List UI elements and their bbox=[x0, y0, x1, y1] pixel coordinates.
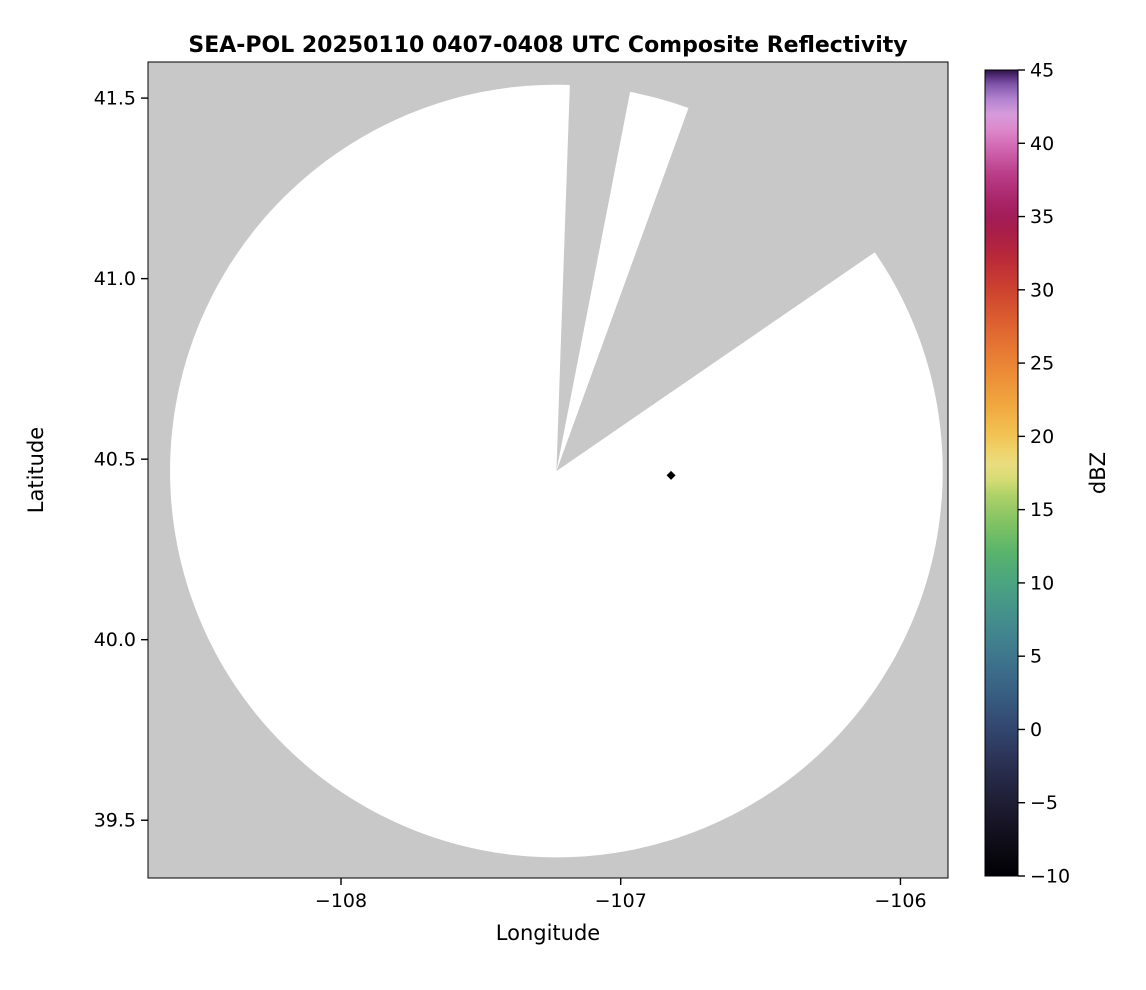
x-axis-label: Longitude bbox=[495, 921, 601, 945]
chart-title: SEA-POL 20250110 0407-0408 UTC Composite… bbox=[188, 33, 908, 58]
colorbar-tick-label: 0 bbox=[1030, 719, 1042, 741]
y-tick-label: 41.0 bbox=[94, 268, 136, 290]
y-tick-label: 39.5 bbox=[94, 810, 136, 832]
colorbar-tick-label: 25 bbox=[1030, 353, 1054, 375]
blocked-sector bbox=[556, 62, 948, 472]
colorbar-tick-label: 10 bbox=[1030, 572, 1054, 594]
x-tick-label: −108 bbox=[315, 890, 367, 912]
colorbar-tick-label: 45 bbox=[1030, 60, 1054, 82]
x-tick-label: −106 bbox=[874, 890, 926, 912]
y-tick-label: 40.5 bbox=[94, 449, 136, 471]
x-tick-label: −107 bbox=[595, 890, 647, 912]
colorbar-tick-label: −10 bbox=[1030, 866, 1070, 888]
y-tick-label: 40.0 bbox=[94, 629, 136, 651]
colorbar-tick-label: −5 bbox=[1030, 792, 1058, 814]
axes-frame bbox=[147, 61, 949, 879]
colorbar-tick-label: 5 bbox=[1030, 646, 1042, 668]
y-tick-label: 41.5 bbox=[94, 88, 136, 110]
colorbar bbox=[984, 69, 1019, 877]
colorbar-tick-label: 30 bbox=[1030, 279, 1054, 301]
colorbar-tick-label: 15 bbox=[1030, 499, 1054, 521]
colorbar-tick-label: 40 bbox=[1030, 133, 1054, 155]
colorbar-tick-label: 20 bbox=[1030, 426, 1054, 448]
y-axis-label: Latitude bbox=[24, 426, 48, 514]
colorbar-label: dBZ bbox=[1086, 451, 1110, 495]
colorbar-tick-label: 35 bbox=[1030, 206, 1054, 228]
blocked-sector bbox=[556, 62, 636, 472]
site-marker bbox=[666, 470, 676, 480]
